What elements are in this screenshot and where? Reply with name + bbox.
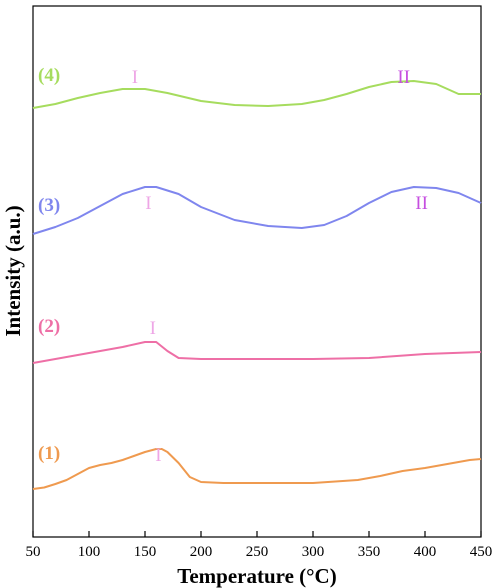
peak-label-2: I (150, 318, 156, 339)
series-label-3: (3) (38, 195, 60, 216)
y-axis-title: Intensity (a.u.) (1, 205, 25, 336)
x-tick-label: 250 (246, 544, 269, 560)
series-line-1 (32, 448, 482, 490)
x-tick-label: 350 (358, 544, 381, 560)
label-layer: (1)(2)(3)(4)III III II (38, 65, 428, 466)
x-tick-label: 100 (78, 544, 101, 560)
x-axis-ticks: 50 100 150 200 250 300 350 400 450 (26, 531, 493, 560)
x-tick-label: 300 (302, 544, 325, 560)
x-tick-label: 50 (26, 544, 41, 560)
peak-label-6: II (397, 67, 410, 88)
x-tick-label: 150 (134, 544, 157, 560)
x-tick-label: 450 (470, 544, 493, 560)
series-line-2 (32, 341, 482, 364)
peak-label-3: I (145, 193, 151, 214)
series-layer (32, 80, 482, 490)
series-label-2: (2) (38, 316, 60, 337)
series-line-4 (32, 80, 481, 109)
plot-frame (32, 5, 482, 538)
peak-label-5: I (132, 67, 138, 88)
peak-label-1: I (155, 445, 161, 466)
series-line-3 (32, 186, 482, 235)
peak-label-4: II (415, 193, 428, 214)
x-tick-label: 400 (414, 544, 437, 560)
series-label-1: (1) (38, 443, 60, 464)
x-tick-label: 200 (190, 544, 213, 560)
x-axis-title: Temperature (°C) (177, 564, 336, 588)
series-label-4: (4) (38, 65, 60, 86)
